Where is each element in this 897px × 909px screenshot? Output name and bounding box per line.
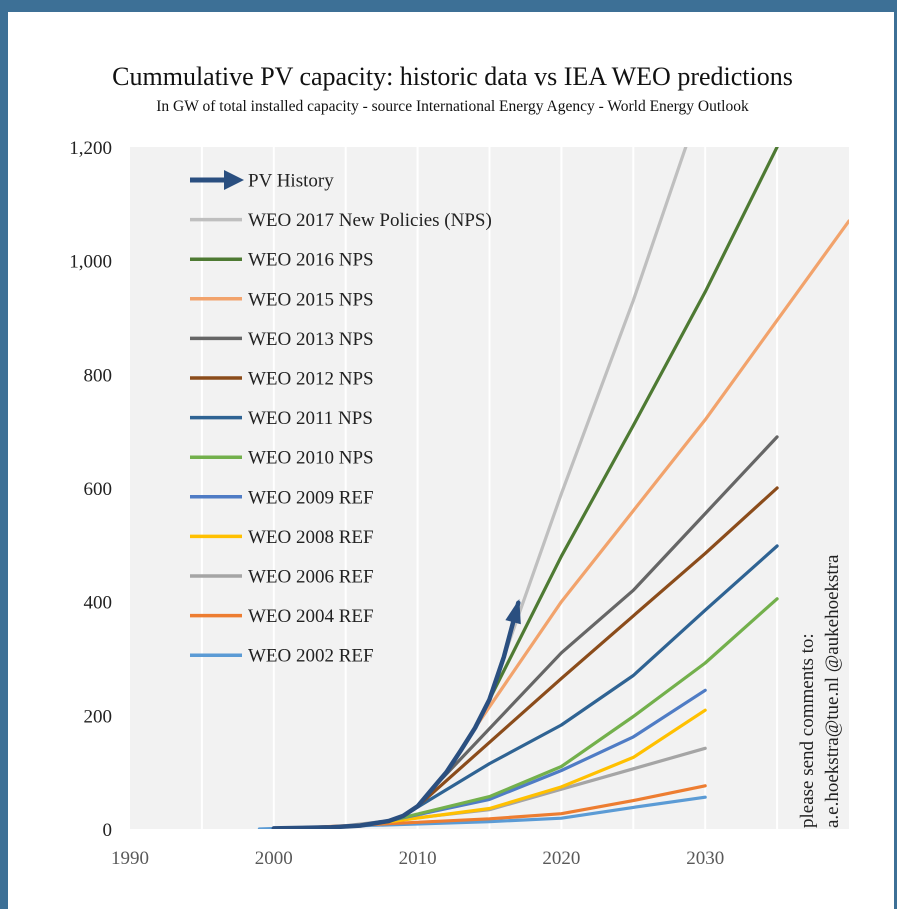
window-frame-left (0, 0, 8, 909)
legend-label-weo-2006-ref: WEO 2006 REF (248, 567, 374, 588)
comment-annotation: please send comments to: a.e.hoekstra@tue… (797, 554, 843, 828)
legend-label-weo-2017-new-policies-nps: WEO 2017 New Policies (NPS) (248, 210, 492, 231)
legend-label-weo-2013-nps: WEO 2013 NPS (248, 329, 374, 350)
x-tick-label: 2020 (542, 848, 580, 869)
legend-label-pv-history: PV History (248, 171, 334, 192)
y-tick-label: 1,000 (69, 252, 112, 273)
legend-label-weo-2011-nps: WEO 2011 NPS (248, 408, 373, 429)
series-lines (257, 147, 849, 829)
history-arrowhead (505, 598, 521, 625)
y-tick-label: 600 (84, 479, 113, 500)
series-line-weo-2013-nps (430, 435, 779, 791)
legend-label-weo-2012-nps: WEO 2012 NPS (248, 369, 374, 390)
legend-label-weo-2009-ref: WEO 2009 REF (248, 487, 374, 508)
legend-label-weo-2010-nps: WEO 2010 NPS (248, 448, 374, 469)
legend: PV History WEO 2017 New Policies (NPS) WEO… (190, 170, 492, 667)
legend-label-weo-2004-ref: WEO 2004 REF (248, 606, 374, 627)
series-line-weo-2008-ref (358, 708, 707, 828)
y-tick-label: 800 (84, 365, 113, 386)
y-axis: 0 200 400 600 800 1,000 1,200 (69, 138, 112, 841)
y-tick-label: 400 (84, 593, 113, 614)
annotation-line: please send comments to: (797, 633, 818, 828)
series-line-weo-2010-nps (387, 597, 779, 823)
legend-label-weo-2002-ref: WEO 2002 REF (248, 646, 374, 667)
series-line-weo-2012-nps (416, 486, 779, 808)
x-axis: 1990 2000 2010 2020 2030 (111, 848, 724, 869)
x-tick-label: 1990 (111, 848, 149, 869)
series-line-pv-history (271, 600, 521, 829)
chart-subtitle: In GW of total installed capacity - sour… (156, 98, 749, 115)
legend-label-weo-2015-nps: WEO 2015 NPS (248, 289, 374, 310)
series-line-weo-2009-ref (372, 688, 707, 826)
series-line-weo-2015-nps (473, 219, 849, 730)
series-line-weo-2004-ref (301, 784, 707, 829)
legend-arrow-icon (224, 170, 244, 190)
window-frame-top (0, 0, 897, 12)
series-line-weo-2016-nps (487, 147, 779, 701)
y-tick-label: 1,200 (69, 138, 112, 159)
annotation-line: a.e.hoekstra@tue.nl @aukehoekstra (822, 554, 843, 828)
series-line-weo-2011-nps (401, 544, 779, 818)
x-tick-label: 2000 (255, 848, 293, 869)
y-tick-label: 200 (84, 706, 113, 727)
window-frame-right (894, 0, 897, 909)
legend-label-weo-2016-nps: WEO 2016 NPS (248, 250, 374, 271)
chart-title: Cummulative PV capacity: historic data v… (112, 62, 793, 91)
series-line-weo-2017-new-policies-nps (502, 147, 688, 659)
y-tick-label: 0 (103, 820, 113, 841)
legend-label-weo-2008-ref: WEO 2008 REF (248, 527, 374, 548)
x-tick-label: 2010 (399, 848, 437, 869)
x-tick-label: 2030 (686, 848, 724, 869)
